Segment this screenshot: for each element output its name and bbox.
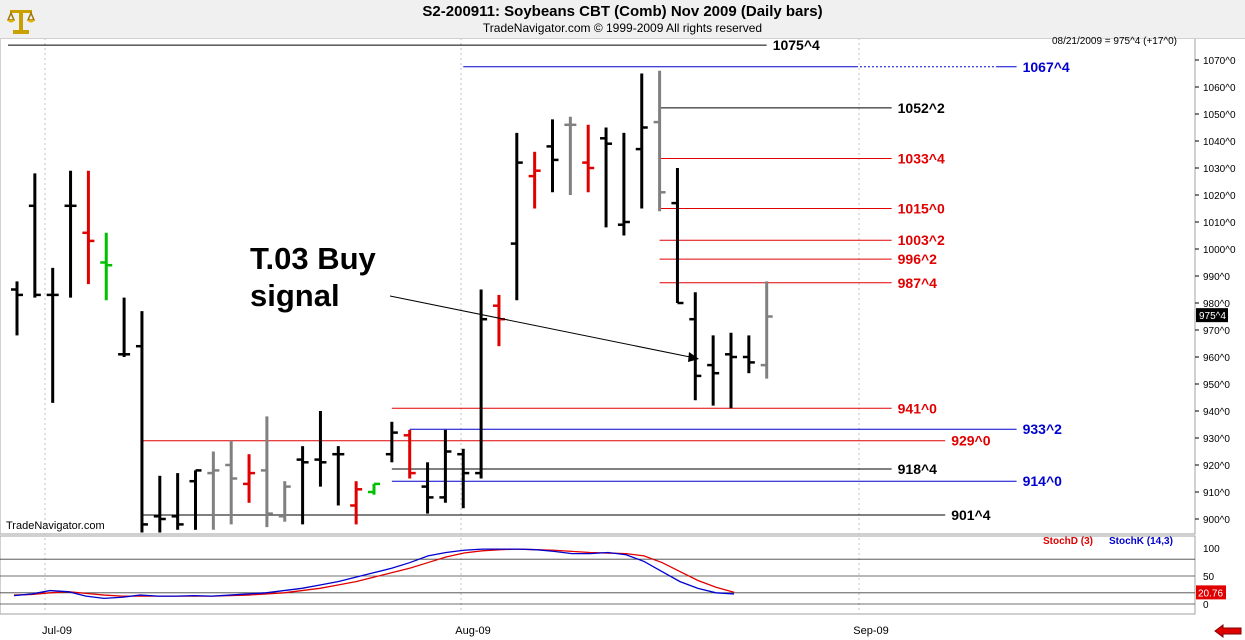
level-label: 996^2 [898,251,938,267]
annotation-line-2: signal [250,278,340,313]
y-tick-label: 1000^0 [1203,245,1236,256]
quote-readout: 08/21/2009 = 975^4 (+17^0) [1051,36,1177,47]
annotation-line-1: T.03 Buy [250,241,376,276]
y-tick-label: 1050^0 [1203,110,1236,121]
level-label: 987^4 [898,275,938,291]
y-tick-label: 980^0 [1203,299,1230,310]
stoch-value-marker [1196,585,1226,600]
scroll-left-arrow-icon[interactable] [1213,624,1243,638]
level-label: 941^0 [898,400,938,416]
level-label: 1015^0 [898,201,945,217]
y-tick-label: 900^0 [1203,515,1230,526]
level-label: 1033^4 [898,151,945,167]
y-tick-label: 950^0 [1203,380,1230,391]
annotation-arrow-line [389,295,696,359]
y-tick-label: 970^0 [1203,326,1230,337]
chart-subtitle: TradeNavigator.com © 1999-2009 All right… [482,21,763,35]
brand-watermark: TradeNavigator.com [6,520,105,532]
last-price-label: 975^4 [1199,311,1226,322]
y-tick-label: 990^0 [1203,272,1230,283]
level-label: 933^2 [1023,421,1063,437]
scales-logo-icon [6,10,36,34]
indicator-tick-label: 50 [1203,572,1215,583]
y-tick-label: 1020^0 [1203,191,1236,202]
x-tick-label: Sep-09 [853,625,888,637]
y-tick-label: 1030^0 [1203,164,1236,175]
stochd-legend: StochD (3) [1043,536,1093,547]
indicator-panel [0,535,1196,615]
stochk-line [13,548,735,600]
indicator-tick-label: 0 [1203,600,1209,611]
y-tick-label: 960^0 [1203,353,1230,364]
y-tick-label: 930^0 [1203,434,1230,445]
x-tick-label: Aug-09 [455,625,490,637]
y-tick-label: 1060^0 [1203,83,1236,94]
price-panel [0,37,1196,535]
indicator-tick-label: 100 [1203,544,1220,555]
level-label: 914^0 [1023,473,1063,489]
level-label: 1075^4 [773,37,820,53]
annotation-arrowhead [688,352,699,362]
y-tick-label: 920^0 [1203,461,1230,472]
level-label: 918^4 [898,461,938,477]
stochk-legend: StochK (14,3) [1109,536,1173,547]
y-tick-label: 910^0 [1203,488,1230,499]
stoch-value-label: 20.76 [1198,588,1223,599]
buy-signal-annotation: T.03 Buy signal [250,240,376,314]
level-label: 1067^4 [1023,59,1070,75]
y-tick-label: 1040^0 [1203,137,1236,148]
level-label: 1052^2 [898,100,945,116]
level-label: 901^4 [951,507,991,523]
level-label: 929^0 [951,433,991,449]
chart-header: S2-200911: Soybeans CBT (Comb) Nov 2009 … [0,0,1245,39]
last-price-marker [1196,308,1228,323]
y-tick-label: 940^0 [1203,407,1230,418]
y-tick-label: 1070^0 [1203,56,1236,67]
chart-title: S2-200911: Soybeans CBT (Comb) Nov 2009 … [422,3,823,20]
x-tick-label: Jul-09 [42,625,72,637]
y-tick-label: 1010^0 [1203,218,1236,229]
level-label: 1003^2 [898,232,945,248]
